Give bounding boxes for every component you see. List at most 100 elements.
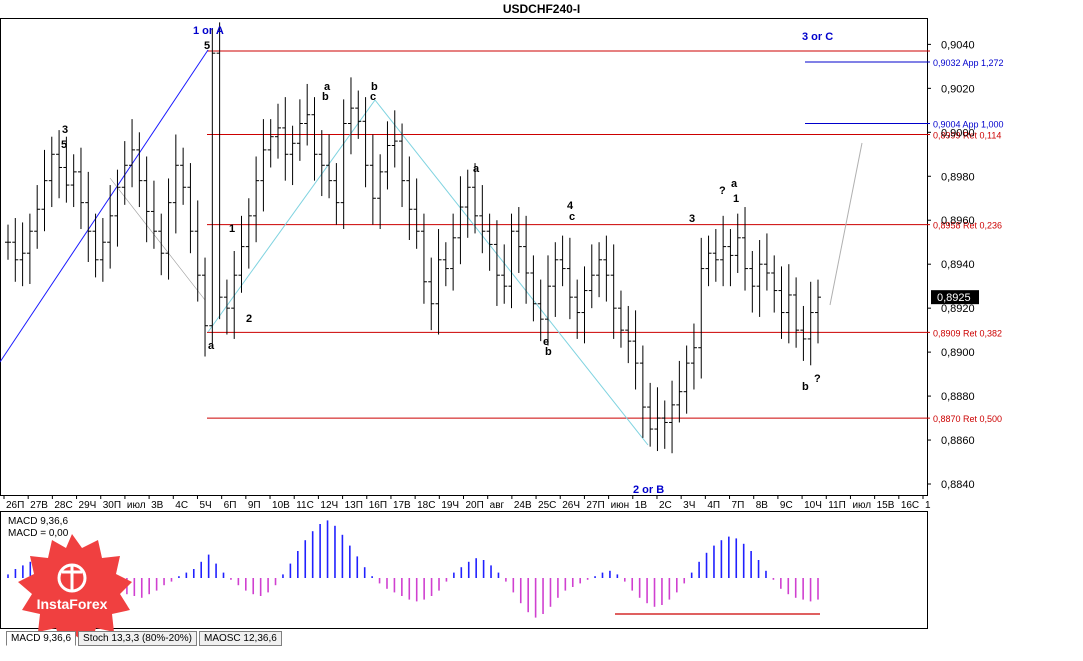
price-bar <box>501 244 508 304</box>
x-tick-label: 9С <box>780 500 793 511</box>
macd-pane-frame <box>0 511 928 629</box>
macd-legend: MACD 9,36,6 MACD = 0,00 <box>8 516 68 540</box>
price-bar <box>172 134 179 234</box>
price-bar <box>399 123 406 208</box>
price-bar <box>56 130 63 199</box>
wave-label: a <box>324 81 331 93</box>
x-tick-label: авг <box>490 500 505 511</box>
target-label: 0,9032 App 1,272 <box>933 58 1004 68</box>
y-tick-label: 0,8900 <box>941 347 975 359</box>
price-bar <box>639 345 646 438</box>
price-bar <box>245 198 252 269</box>
price-bar <box>712 229 719 282</box>
tab-stoch[interactable]: Stoch 13,3,3 (80%-20%) <box>78 631 197 646</box>
projection-line <box>829 142 863 306</box>
price-bar <box>5 224 11 260</box>
y-tick-label: 0,8860 <box>941 435 975 447</box>
price-bar <box>318 130 325 197</box>
wave-label: 3 or C <box>802 31 833 43</box>
price-bar <box>406 156 413 241</box>
price-bar <box>333 163 340 225</box>
x-tick-label: 8В <box>756 500 769 511</box>
wave-label: b <box>802 381 809 393</box>
price-bar <box>464 169 471 238</box>
price-bar <box>275 103 281 159</box>
x-tick-label: 13П <box>345 500 363 511</box>
wave-label: 1 <box>733 193 739 205</box>
price-bar <box>720 215 727 287</box>
price-bar <box>114 169 121 247</box>
price-bar <box>756 240 763 317</box>
macd-name: MACD 9,36,6 <box>8 516 69 527</box>
wave-line-up <box>207 99 376 333</box>
x-tick-label: 15В <box>877 500 895 511</box>
price-bar <box>187 163 194 254</box>
price-bar <box>515 207 522 273</box>
price-bar <box>304 83 311 146</box>
price-bar <box>77 147 84 230</box>
price-bar <box>289 125 296 186</box>
x-tick-label: 12Ч <box>320 500 338 511</box>
x-tick-label: 10В <box>272 500 290 511</box>
price-bar <box>34 185 41 249</box>
price-bar <box>479 185 486 254</box>
price-bar <box>508 213 515 309</box>
price-bar <box>698 237 705 379</box>
price-bar <box>559 235 566 287</box>
price-bar <box>41 149 48 232</box>
price-bar <box>99 218 106 282</box>
tab-maosc[interactable]: MAOSC 12,36,6 <box>198 631 282 646</box>
x-tick-label: 16С <box>901 500 919 511</box>
wave-label: ? <box>719 185 726 197</box>
price-bar <box>428 257 435 331</box>
current-price-label: 0,8925 <box>937 292 971 304</box>
price-bar <box>202 257 209 357</box>
chart-title: USDCHF240-I <box>502 2 581 16</box>
price-bar <box>92 213 99 278</box>
wave-label: c <box>370 91 376 103</box>
y-tick-label: 0,8920 <box>941 303 975 315</box>
price-bar <box>355 90 362 139</box>
x-tick-label: 26П <box>6 500 24 511</box>
wave-label: a <box>731 178 738 190</box>
wave-label: 2 or B <box>633 484 664 496</box>
price-bar <box>63 136 70 203</box>
price-bar <box>231 251 238 339</box>
logo-badge <box>18 534 132 646</box>
x-tick-label: 25С <box>538 500 556 511</box>
price-bar <box>530 255 537 322</box>
target-label: 0,9004 App 1,000 <box>933 120 1004 130</box>
price-bar <box>253 156 260 243</box>
x-tick-label: 30П <box>103 500 121 511</box>
x-tick-label: 11С <box>296 500 314 511</box>
wave-label: 4 <box>567 200 574 212</box>
price-bar <box>610 244 617 339</box>
y-tick-label: 0,8880 <box>941 391 975 403</box>
x-tick-label: 17В <box>393 500 411 511</box>
price-bar <box>143 156 150 243</box>
price-bar <box>223 279 230 335</box>
price-bar <box>596 242 603 298</box>
price-pane-frame <box>0 18 928 496</box>
x-tick-label: 28С <box>54 500 72 511</box>
price-bar <box>815 279 821 344</box>
y-tick-label: 0,8840 <box>941 479 975 491</box>
x-tick-label: 4С <box>175 500 188 511</box>
wave-label: b <box>545 346 552 358</box>
x-tick-label: 6П <box>224 500 237 511</box>
wave-label: e <box>543 336 549 348</box>
price-bar <box>742 207 749 291</box>
x-tick-label: 1 <box>925 500 931 511</box>
price-bar <box>326 134 333 199</box>
price-bar <box>194 200 201 302</box>
tab-macd[interactable]: MACD 9,36,6 <box>6 631 77 646</box>
impulse-line <box>0 49 209 363</box>
retracement-label: 0,8958 Ret 0,236 <box>933 221 1002 231</box>
x-tick-label: 26Ч <box>562 500 580 511</box>
macd-value: MACD = 0,00 <box>8 528 68 540</box>
wave-label: c <box>569 211 575 223</box>
price-bar <box>588 244 595 309</box>
price-bar <box>48 136 55 208</box>
price-bar <box>85 171 92 262</box>
